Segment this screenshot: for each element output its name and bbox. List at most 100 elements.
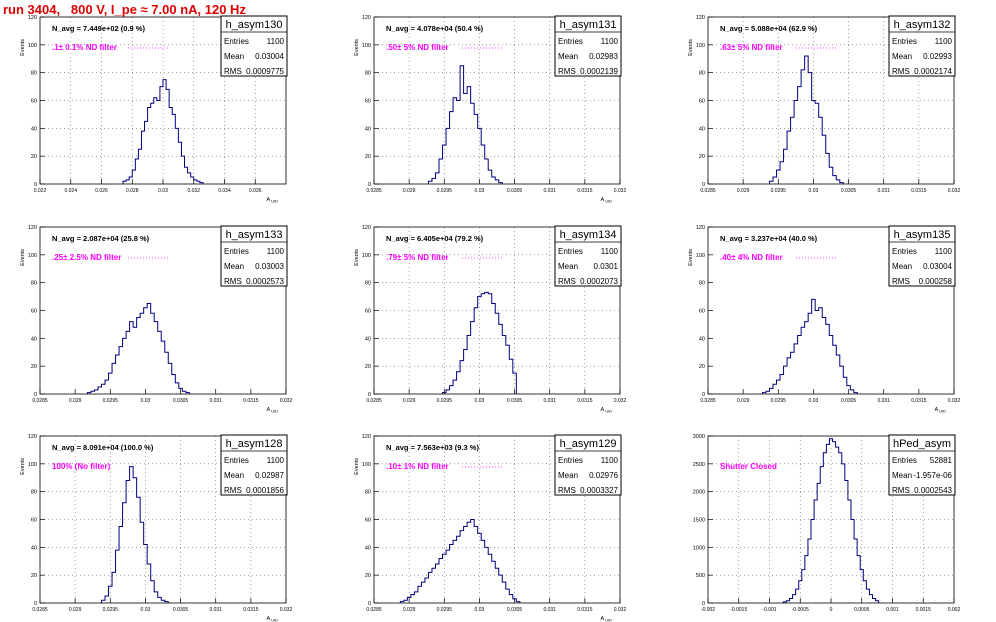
y-axis-title: Events — [688, 39, 694, 56]
x-tick-label: -0.0015 — [730, 607, 747, 613]
stats-label: Entries — [892, 247, 917, 256]
y-tick-label: 40 — [365, 336, 371, 342]
x-tick-label: 0.028 — [126, 188, 139, 194]
stats-value: 0.0301 — [594, 262, 619, 271]
y-tick-label: 100 — [362, 253, 371, 259]
stats-value: 0.0009775 — [246, 67, 284, 76]
stats-value: 0.0002073 — [580, 277, 618, 286]
histogram-panel-h_asym133: 0 20 40 60 80 100 120 0.0285 0.029 0.0295 0.03 0.03… — [20, 225, 292, 414]
x-tick-label: 0.0295 — [437, 607, 453, 613]
y-tick-label: 0 — [34, 182, 37, 188]
stats-label: Entries — [224, 37, 249, 46]
y-tick-label: 2500 — [693, 462, 705, 468]
y-tick-label: 60 — [699, 309, 705, 315]
stats-box — [554, 225, 622, 287]
y-tick-label: 100 — [362, 462, 371, 468]
stats-value: 1100 — [267, 247, 285, 256]
x-tick-label: 0.03 — [475, 188, 485, 194]
stats-value: 0.000258 — [919, 277, 953, 286]
y-tick-label: 60 — [31, 309, 37, 315]
x-tick-label: 0.0285 — [700, 398, 716, 404]
histogram-panel-h_asym134: 0 20 40 60 80 100 120 0.0285 0.029 0.0295 0.03 0.03… — [354, 225, 626, 414]
filter-label: .63± 5% ND filter — [720, 43, 783, 52]
stats-box — [888, 15, 956, 77]
stats-value: 1100 — [601, 37, 619, 46]
x-tick-label: 0.0285 — [366, 188, 382, 194]
y-axis-title: Events — [688, 249, 694, 266]
x-tick-label: 0.0295 — [103, 607, 119, 613]
stats-box — [220, 225, 288, 287]
x-tick-label: 0.031 — [209, 398, 222, 404]
x-tick-label: 0.0305 — [173, 607, 189, 613]
y-tick-label: 120 — [28, 15, 37, 21]
histogram-line — [442, 291, 517, 394]
stats-value: 1100 — [601, 247, 619, 256]
y-axis-title: Events — [354, 249, 360, 266]
x-tick-label: 0.029 — [69, 607, 82, 613]
x-tick-label: 0.036 — [249, 188, 262, 194]
y-axis-title: Events — [354, 458, 360, 475]
x-tick-label: -0.0005 — [792, 607, 809, 613]
x-tick-label: 0.032 — [948, 398, 961, 404]
stats-label: Entries — [558, 456, 583, 465]
histogram-line — [769, 55, 844, 184]
x-tick-label: 0.03 — [809, 398, 819, 404]
x-tick-label: 0.032 — [948, 188, 961, 194]
y-tick-label: 1500 — [693, 518, 705, 524]
stats-title: h_asym131 — [560, 19, 617, 31]
y-tick-label: 100 — [362, 43, 371, 49]
x-tick-label: 0.031 — [543, 607, 556, 613]
filter-label: .79± 5% ND filter — [386, 253, 449, 262]
x-tick-label: 0.0285 — [366, 607, 382, 613]
x-tick-label: 0.031 — [543, 398, 556, 404]
stats-label: RMS — [558, 67, 576, 76]
x-tick-label: 0.0285 — [32, 398, 48, 404]
stats-label: Entries — [892, 456, 917, 465]
filter-label: .25± 2.5% ND filter — [52, 253, 121, 262]
y-tick-label: 3000 — [693, 434, 705, 440]
x-tick-label: 0.0295 — [437, 188, 453, 194]
y-tick-label: 80 — [365, 71, 371, 77]
filter-label: .10± 1% ND filter — [386, 462, 449, 471]
x-tick-label: 0.0305 — [507, 188, 523, 194]
stats-value: 1100 — [601, 456, 619, 465]
stats-box — [554, 434, 622, 496]
histogram-line — [86, 303, 190, 394]
stats-label: Entries — [224, 247, 249, 256]
x-tick-label: 0.0315 — [243, 607, 259, 613]
stats-value: 0.02976 — [589, 471, 618, 480]
x-tick-label: 0.0315 — [911, 188, 927, 194]
y-tick-label: 100 — [28, 462, 37, 468]
x-tick-label: 0.0315 — [577, 607, 593, 613]
x-tick-label: 0.03 — [158, 188, 168, 194]
x-tick-label: 0.0015 — [916, 607, 932, 613]
stats-title: h_asym134 — [560, 229, 617, 241]
y-tick-label: 20 — [365, 573, 371, 579]
y-tick-label: 120 — [362, 15, 371, 21]
x-tick-label: 0.031 — [209, 607, 222, 613]
x-tick-label: 0.0295 — [437, 398, 453, 404]
x-tick-label: -0.001 — [762, 607, 776, 613]
x-tick-label: 0.031 — [877, 188, 890, 194]
stats-label: Mean — [892, 52, 912, 61]
y-tick-label: 80 — [31, 71, 37, 77]
y-tick-label: 100 — [696, 253, 705, 259]
y-tick-label: 20 — [365, 154, 371, 160]
y-tick-label: 0 — [368, 601, 371, 607]
y-tick-label: 120 — [362, 434, 371, 440]
x-tick-label: 0.032 — [280, 398, 293, 404]
y-tick-label: 60 — [31, 99, 37, 105]
x-tick-label: 0.0315 — [243, 398, 259, 404]
filter-label: Shutter Closed — [720, 462, 777, 471]
y-tick-label: 20 — [699, 154, 705, 160]
stats-label: RMS — [892, 486, 910, 495]
stats-label: Mean — [224, 471, 244, 480]
stats-value: 0.02987 — [255, 471, 284, 480]
y-tick-label: 0 — [702, 601, 705, 607]
filter-label: .50± 5% ND filter — [386, 43, 449, 52]
x-tick-label: 0.029 — [403, 607, 416, 613]
y-tick-label: 500 — [696, 573, 705, 579]
histogram-line — [782, 438, 880, 603]
y-tick-label: 20 — [365, 364, 371, 370]
